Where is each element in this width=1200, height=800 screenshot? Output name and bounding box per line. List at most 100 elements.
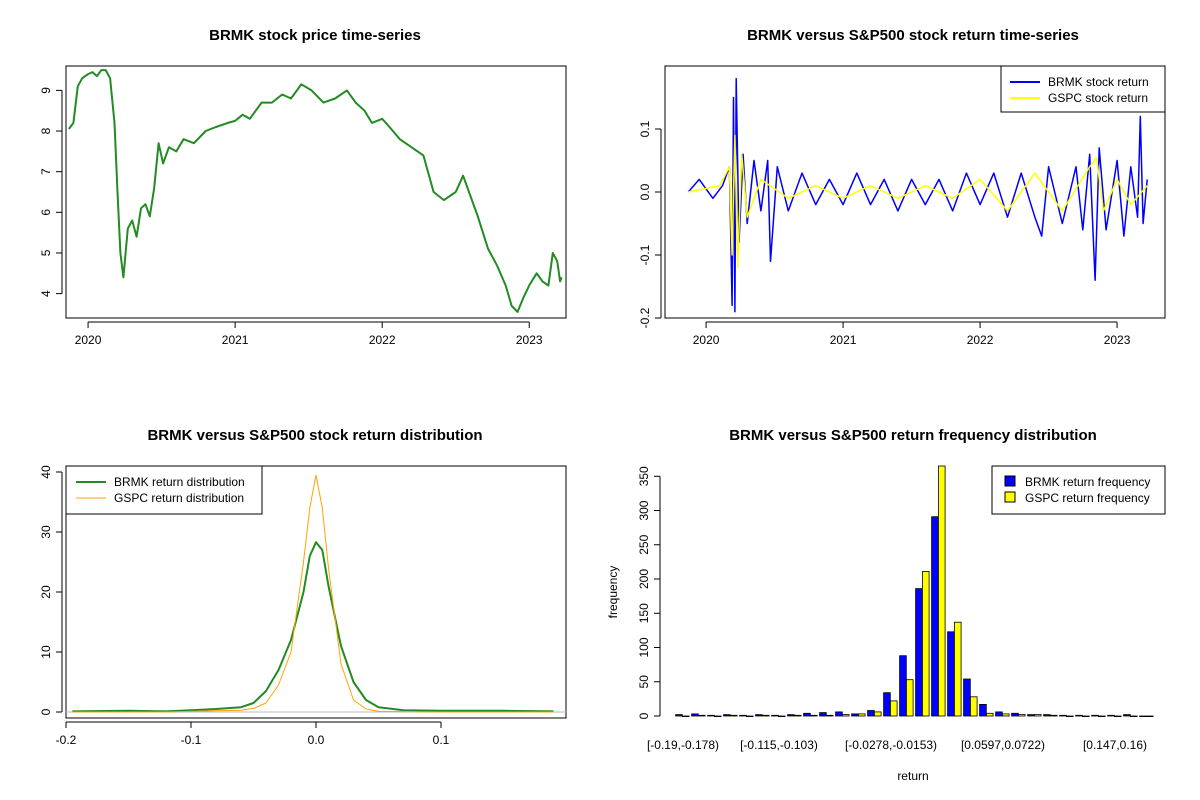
- bar-gspc-21: [1018, 714, 1026, 717]
- x-tick-label: 2021: [830, 333, 857, 347]
- bar-gspc-20: [1002, 713, 1010, 717]
- bar-gspc-2: [714, 715, 722, 718]
- bar-gspc-19: [986, 712, 994, 717]
- bar-gspc-23: [1050, 714, 1058, 717]
- bar-brmk-11: [851, 713, 859, 717]
- x-tick-label: 2023: [1104, 333, 1131, 347]
- x-tick-label: 2020: [75, 333, 102, 347]
- legend-gspc-frequency-label: GSPC return frequency: [1025, 491, 1150, 505]
- y-tick-label: 200: [637, 569, 651, 589]
- bar-gspc-1: [698, 714, 706, 717]
- bar-brmk-6: [771, 714, 779, 717]
- y-tick-label: 300: [637, 500, 651, 520]
- y-tick-label: 350: [637, 466, 651, 486]
- frequency-ylabel: frequency: [606, 566, 620, 619]
- legend-gspc-density-label: GSPC return distribution: [114, 491, 244, 505]
- bar-brmk-22: [1027, 714, 1035, 717]
- frequency-legend: BRMK return frequency GSPC return freque…: [991, 465, 1166, 515]
- y-tick-label: 10: [39, 645, 53, 659]
- y-tick-label: 20: [39, 585, 53, 599]
- bar-gspc-6: [778, 715, 786, 718]
- series-line-brmk-price: [68, 69, 563, 313]
- bar-brmk-0: [675, 714, 683, 717]
- x-tick-label: [0.147,0.16): [1083, 738, 1147, 752]
- bar-gspc-18: [970, 696, 978, 717]
- y-tick-label: 7: [39, 168, 53, 175]
- bar-gspc-3: [730, 714, 738, 717]
- price-plot-frame: [65, 65, 567, 319]
- density-legend: BRMK return distribution GSPC return dis…: [65, 465, 263, 515]
- bar-gspc-27: [1114, 715, 1122, 718]
- x-tick-label: [-0.0278,-0.0153): [845, 738, 937, 752]
- bar-gspc-8: [810, 714, 818, 717]
- y-tick-label: 40: [39, 465, 53, 479]
- bar-brmk-10: [835, 711, 843, 717]
- bar-gspc-9: [826, 714, 834, 717]
- bar-brmk-12: [867, 710, 875, 717]
- frequency-chart-title: BRMK versus S&P500 return frequency dist…: [729, 427, 1097, 444]
- x-tick-label: [0.0597,0.0722): [961, 738, 1045, 752]
- y-tick-label: 6: [39, 209, 53, 216]
- bar-gspc-11: [858, 713, 866, 717]
- series-line-brmk-return-distribution: [72, 541, 554, 713]
- y-tick-label: 30: [39, 525, 53, 539]
- bar-gspc-7: [794, 714, 802, 717]
- bar-gspc-12: [874, 711, 882, 717]
- bar-brmk-27: [1107, 714, 1115, 717]
- return-timeseries-chart: BRMK versus S&P500 stock return time-ser…: [638, 27, 1166, 347]
- bar-brmk-15: [915, 588, 923, 717]
- bar-gspc-15: [922, 571, 930, 717]
- bar-gspc-25: [1082, 715, 1090, 718]
- bar-brmk-8: [803, 712, 811, 717]
- x-tick-label: -0.1: [181, 733, 202, 747]
- bar-brmk-28: [1123, 714, 1131, 717]
- density-chart-title: BRMK versus S&P500 stock return distribu…: [147, 427, 482, 444]
- y-tick-label: 0.1: [638, 120, 652, 137]
- bar-brmk-14: [899, 655, 907, 717]
- series-line-brmk-stock-return: [687, 77, 1148, 313]
- bar-gspc-24: [1066, 715, 1074, 718]
- x-tick-label: 2022: [967, 333, 994, 347]
- bar-brmk-13: [883, 692, 891, 717]
- x-tick-label: 2022: [369, 333, 396, 347]
- legend-gspc-return-label: GSPC stock return: [1048, 91, 1148, 105]
- y-tick-label: 0: [637, 712, 651, 719]
- price-chart: BRMK stock price time-series 2020 2021 202…: [39, 27, 567, 347]
- frequency-chart: BRMK versus S&P500 return frequency dist…: [606, 427, 1166, 783]
- y-tick-label: 4: [39, 290, 53, 297]
- y-tick-label: 9: [39, 87, 53, 94]
- bar-brmk-3: [723, 714, 731, 717]
- y-tick-label: 250: [637, 534, 651, 554]
- legend-brmk-frequency-label: BRMK return frequency: [1025, 475, 1150, 489]
- density-plot-frame: [65, 465, 567, 719]
- bar-gspc-16: [938, 465, 946, 717]
- density-legend-box: [65, 465, 263, 515]
- bar-gspc-14: [906, 679, 914, 717]
- legend-brmk-frequency-swatch: [1004, 475, 1016, 487]
- y-tick-label: 100: [637, 637, 651, 657]
- series-line-gspc-return-distribution: [72, 474, 554, 713]
- y-tick-label: -0.2: [638, 307, 652, 328]
- x-tick-label: 0.0: [308, 733, 325, 747]
- return-legend: BRMK stock return GSPC stock return: [1000, 65, 1166, 113]
- x-tick-label: [-0.115,-0.103): [740, 738, 818, 752]
- y-tick-label: 5: [39, 249, 53, 256]
- bar-brmk-21: [1011, 712, 1019, 717]
- frequency-xlabel: return: [897, 769, 928, 783]
- bar-brmk-29: [1139, 715, 1147, 718]
- frequency-legend-box: [991, 465, 1166, 515]
- y-tick-label: -0.1: [638, 244, 652, 265]
- bar-gspc-4: [746, 715, 754, 718]
- return-legend-box: [1000, 65, 1166, 113]
- bar-brmk-16: [931, 516, 939, 717]
- y-tick-label: 50: [637, 675, 651, 689]
- x-tick-label: 2020: [693, 333, 720, 347]
- y-tick-label: 0.0: [638, 183, 652, 200]
- legend-gspc-frequency-swatch: [1004, 491, 1016, 503]
- bar-gspc-17: [954, 621, 962, 717]
- bar-gspc-5: [762, 714, 770, 717]
- bar-brmk-24: [1059, 714, 1067, 717]
- bar-brmk-4: [739, 714, 747, 717]
- bar-brmk-23: [1043, 714, 1051, 717]
- x-tick-label: [-0.19,-0.178): [647, 738, 719, 752]
